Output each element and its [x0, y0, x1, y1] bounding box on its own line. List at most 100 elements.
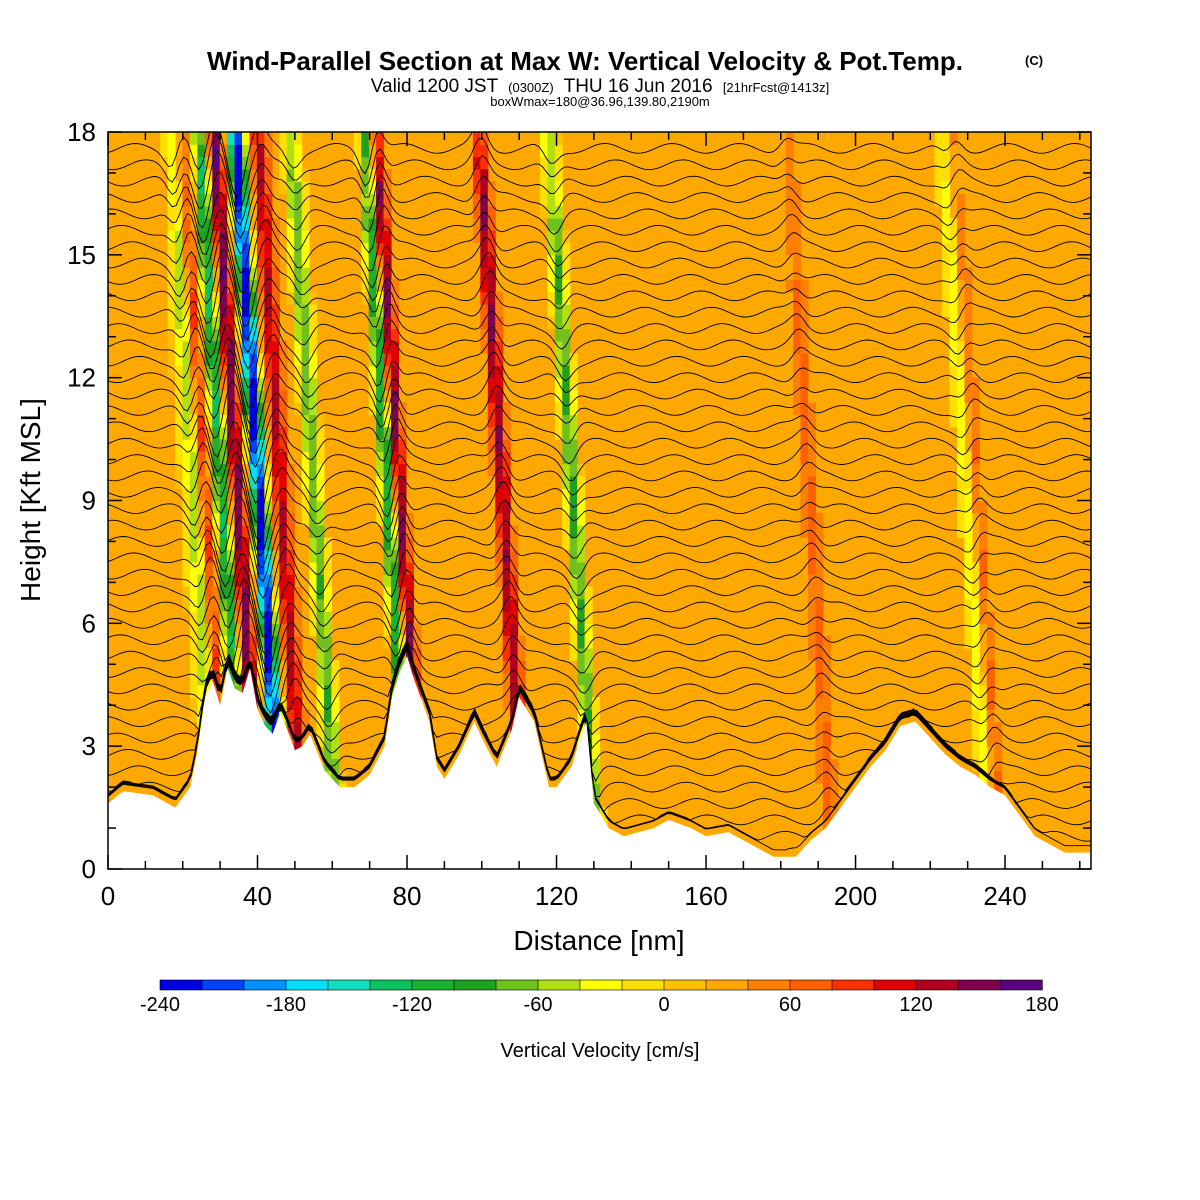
- field-cell: [592, 746, 601, 760]
- field-cell: [979, 684, 988, 698]
- field-cell: [271, 647, 280, 661]
- field-cell: [376, 414, 385, 428]
- field-cell: [480, 267, 489, 280]
- field-cell: [830, 783, 839, 796]
- field-cell: [800, 475, 809, 489]
- field-cell: [249, 291, 258, 305]
- field-cell: [942, 168, 951, 182]
- field-cell: [286, 267, 295, 280]
- field-cell: [264, 697, 273, 710]
- field-cell: [376, 328, 385, 342]
- field-cell: [182, 500, 191, 514]
- field-cell: [502, 697, 511, 710]
- field-cell: [256, 439, 265, 452]
- field-cell: [361, 193, 370, 207]
- field-cell: [979, 758, 988, 772]
- field-cell: [323, 586, 333, 600]
- field-cell: [994, 721, 1003, 735]
- field-cell: [286, 586, 295, 600]
- field-cell: [964, 291, 973, 305]
- field-cell: [264, 574, 273, 588]
- field-cell: [577, 561, 586, 575]
- field-cell: [390, 389, 400, 403]
- field-cell: [815, 598, 824, 612]
- field-cell: [271, 217, 280, 231]
- field-cell: [323, 733, 333, 747]
- field-cell: [800, 316, 809, 330]
- field-cell: [242, 574, 251, 588]
- field-cell: [286, 635, 295, 649]
- field-cell: [361, 168, 370, 182]
- field-cell: [279, 561, 288, 575]
- theta-contour-line: [108, 418, 1091, 485]
- field-cell: [822, 684, 831, 698]
- field-cell: [219, 586, 228, 600]
- colorbar-swatch: [831, 979, 875, 991]
- field-cell: [271, 697, 280, 710]
- field-cell: [569, 586, 578, 600]
- field-cell: [175, 426, 184, 440]
- field-cell: [301, 168, 310, 182]
- field-cell: [368, 303, 377, 317]
- field-cell: [279, 537, 288, 551]
- field-cell: [182, 132, 191, 145]
- field-cell: [376, 402, 385, 416]
- field-cell: [279, 512, 288, 526]
- field-cell: [309, 525, 318, 538]
- field-cell: [413, 635, 422, 649]
- field-cell: [487, 316, 496, 330]
- field-cell: [256, 279, 265, 293]
- field-cell: [189, 303, 198, 317]
- field-cell: [331, 697, 340, 710]
- colorbar-tick-label: -60: [524, 994, 553, 1016]
- field-cell: [189, 353, 198, 366]
- field-cell: [934, 156, 943, 170]
- field-cell: [197, 611, 206, 624]
- field-cell: [949, 217, 958, 231]
- field-cell: [242, 623, 251, 637]
- field-cell: [294, 684, 303, 698]
- field-cell: [971, 414, 980, 428]
- field-cell: [189, 365, 198, 379]
- field-cell: [577, 611, 586, 624]
- field-cell: [383, 193, 392, 207]
- field-cell: [383, 303, 392, 317]
- field-cell: [510, 561, 519, 575]
- field-cell: [547, 144, 556, 158]
- field-cell: [502, 463, 511, 477]
- field-cell: [182, 316, 191, 330]
- field-cell: [361, 205, 370, 219]
- field-cell: [167, 303, 176, 317]
- field-cell: [316, 512, 325, 526]
- field-cell: [510, 672, 519, 686]
- field-cell: [361, 254, 370, 268]
- field-cell: [264, 463, 273, 477]
- field-cell: [562, 414, 571, 428]
- field-cell: [182, 598, 191, 612]
- field-cell: [979, 537, 988, 551]
- field-cell: [413, 647, 422, 661]
- field-cell: [800, 500, 809, 514]
- field-cell: [830, 807, 839, 821]
- field-cell: [376, 340, 385, 354]
- field-cell: [264, 586, 273, 600]
- field-cell: [256, 647, 265, 661]
- x-tick-label: 240: [983, 881, 1026, 911]
- x-axis-label: Distance [nm]: [513, 925, 684, 956]
- field-cell: [294, 611, 303, 624]
- field-cell: [785, 205, 794, 219]
- field-cell: [182, 353, 191, 366]
- field-cell: [279, 598, 288, 612]
- field-cell: [376, 316, 385, 330]
- x-tick-label: 120: [535, 881, 578, 911]
- field-cell: [390, 402, 400, 416]
- field-cell: [212, 512, 221, 526]
- field-cell: [495, 414, 504, 428]
- field-cell: [376, 303, 385, 317]
- field-cell: [219, 279, 228, 293]
- field-cell: [376, 512, 385, 526]
- field-cell: [979, 561, 988, 575]
- field-cell: [309, 463, 318, 477]
- field-cell: [495, 291, 504, 305]
- field-cell: [264, 512, 273, 526]
